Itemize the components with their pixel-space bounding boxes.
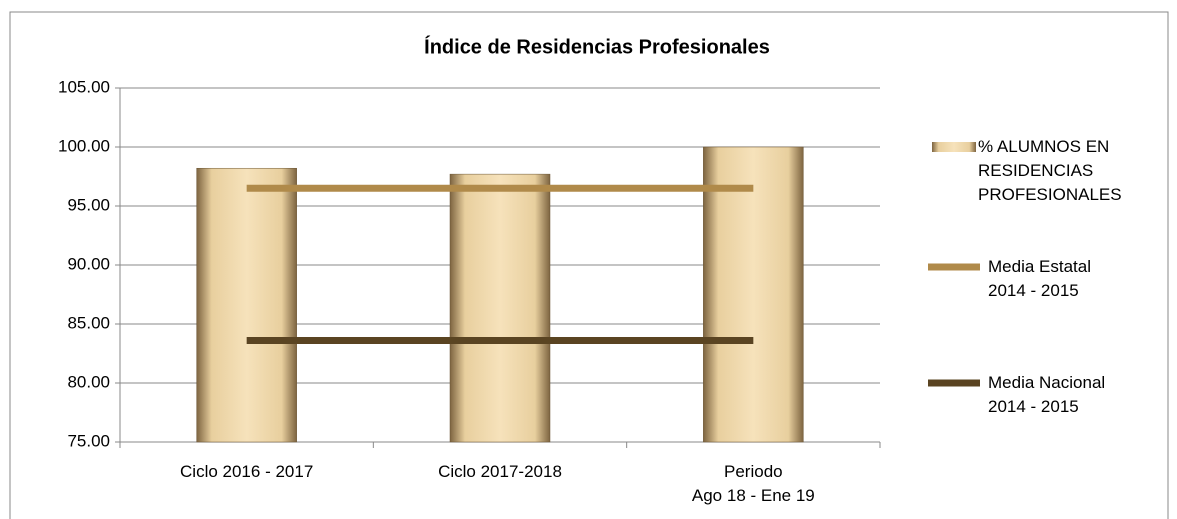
legend-swatch <box>932 142 976 152</box>
y-tick-label: 100.00 <box>58 136 110 155</box>
legend-label: % ALUMNOS EN RESIDENCIAS PROFESIONALES <box>978 137 1122 204</box>
x-tick-label: Ciclo 2016 - 2017 <box>180 462 314 481</box>
chart-frame <box>9 11 1169 519</box>
bar <box>703 146 804 443</box>
y-tick-label: 95.00 <box>67 195 110 214</box>
chart-title: Índice de Residencias Profesionales <box>424 35 770 58</box>
y-tick-label: 105.00 <box>58 77 110 96</box>
legend-label: Media Estatal 2014 - 2015 <box>988 257 1091 300</box>
x-tick-label: Periodo Ago 18 - Ene 19 <box>691 462 815 505</box>
y-tick-label: 80.00 <box>67 372 110 391</box>
x-tick-label: Ciclo 2017-2018 <box>438 462 562 481</box>
y-tick-label: 85.00 <box>67 313 110 332</box>
y-tick-label: 75.00 <box>67 431 110 450</box>
legend-label: Media Nacional 2014 - 2015 <box>988 373 1106 416</box>
bar <box>196 167 297 443</box>
y-tick-label: 90.00 <box>67 254 110 273</box>
bar <box>449 173 551 443</box>
